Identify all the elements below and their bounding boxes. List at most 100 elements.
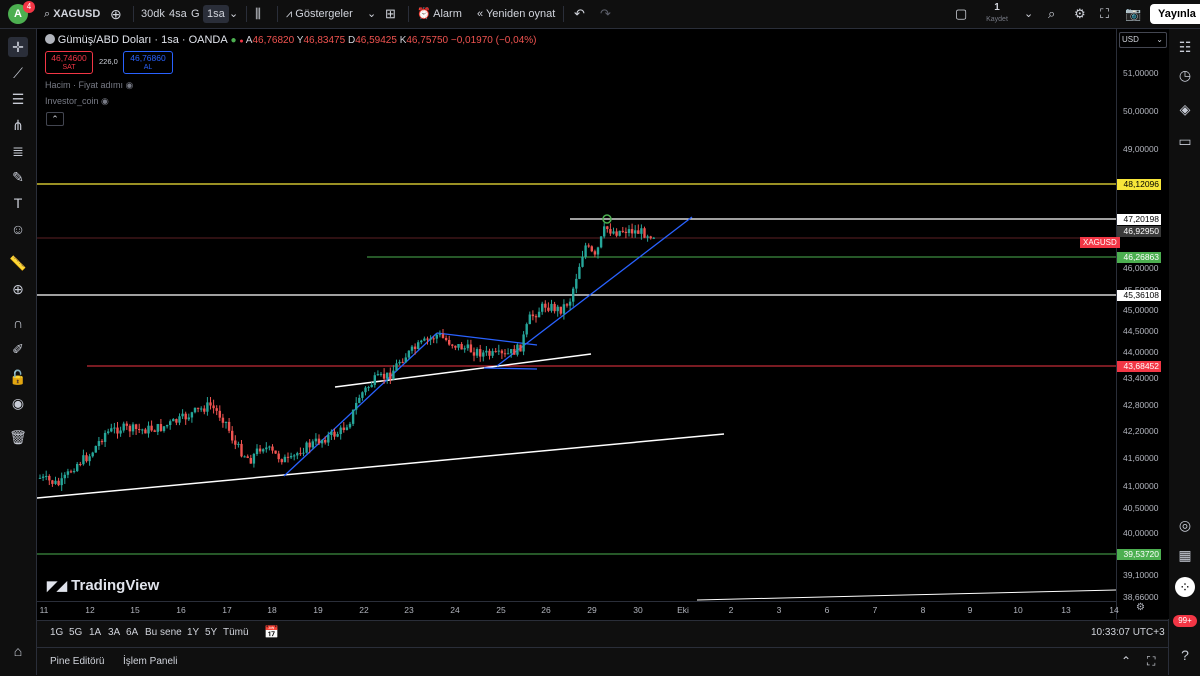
- price-tick-label: 38,66000: [1123, 592, 1159, 602]
- collapse-legend-button[interactable]: ⌃: [46, 112, 64, 126]
- replay-button[interactable]: « Yeniden oynat: [477, 5, 555, 23]
- emoji-icon[interactable]: ☺: [10, 221, 26, 237]
- redo-button[interactable]: ↷: [600, 5, 611, 23]
- indicators-button[interactable]: ⩘ Göstergeler: [286, 5, 353, 23]
- layers-icon[interactable]: ◈: [1179, 101, 1191, 117]
- price-tick-label: 43,40000: [1123, 373, 1159, 383]
- undo-button[interactable]: ↶: [574, 5, 585, 23]
- clock-display[interactable]: 10:33:07 UTC+3: [1091, 627, 1165, 638]
- interval-dropdown[interactable]: ⌄: [229, 5, 238, 23]
- candle-body: [206, 402, 209, 412]
- apps-icon[interactable]: ⁘: [1175, 577, 1195, 597]
- tab-trading-panel[interactable]: İşlem Paneli: [123, 656, 178, 667]
- candle-body: [271, 446, 274, 451]
- pitchfork-icon[interactable]: ⋔: [12, 117, 24, 133]
- fullscreen-button[interactable]: ⛶: [1100, 5, 1109, 23]
- candle-body: [565, 304, 569, 306]
- price-tick-label: 44,00000: [1123, 347, 1159, 357]
- maximize-panel-icon[interactable]: ⛶: [1147, 654, 1156, 668]
- ruler-icon[interactable]: 📏: [9, 255, 27, 271]
- high-marker: [602, 214, 612, 224]
- candle-body: [258, 448, 262, 452]
- investor-indicator[interactable]: Investor_coin ◉: [45, 96, 109, 107]
- home-icon[interactable]: ⌂: [13, 643, 23, 659]
- range-button[interactable]: 1Y: [187, 627, 200, 638]
- chart-type-button[interactable]: ⫼: [255, 5, 261, 23]
- time-axis[interactable]: 11 12 15 16 17 18 19 22 23 24 25 26 29 30 Eki 2 3 6 7 8 9 10 1…: [37, 601, 1119, 620]
- snapshot-button[interactable]: 📷: [1125, 5, 1141, 23]
- compare-symbol-button[interactable]: ⊕: [110, 5, 122, 23]
- fib-retracement-icon[interactable]: ≣: [12, 143, 24, 159]
- candle-body: [147, 425, 150, 434]
- calendar-icon[interactable]: ▦: [1178, 547, 1192, 563]
- calendar-range-icon[interactable]: 📅: [264, 625, 279, 639]
- layouts-button[interactable]: ⊞: [385, 5, 396, 23]
- watchlist-icon[interactable]: ☷: [1178, 39, 1192, 55]
- range-button[interactable]: Bu sene: [145, 627, 182, 638]
- range-button[interactable]: 1G: [50, 627, 64, 638]
- range-button[interactable]: 5G: [69, 627, 83, 638]
- chart-canvas[interactable]: [37, 29, 1116, 601]
- publish-button[interactable]: Yayınla: [1150, 4, 1200, 24]
- currency-selector[interactable]: USD ⌄: [1119, 32, 1167, 48]
- candle-body: [578, 266, 581, 279]
- candle-body: [122, 423, 125, 431]
- eye-icon[interactable]: ◉: [125, 80, 134, 90]
- brush-icon[interactable]: ✎: [12, 169, 24, 185]
- range-button[interactable]: 1A: [89, 627, 102, 638]
- buy-button[interactable]: 46,76860 AL: [123, 51, 173, 74]
- interval-30m[interactable]: 30dk: [141, 8, 165, 20]
- tab-pine-editor[interactable]: Pine Editörü: [50, 656, 105, 667]
- indicators-dropdown[interactable]: ⌄: [367, 5, 376, 23]
- candle-body: [302, 452, 305, 454]
- trash-icon[interactable]: 🗑: [9, 429, 27, 445]
- crosshair-icon[interactable]: ✛: [8, 37, 28, 57]
- help-icon[interactable]: ?: [1181, 647, 1189, 663]
- price-tick-label: 49,00000: [1123, 144, 1159, 154]
- magnet-icon[interactable]: ∩: [12, 315, 24, 331]
- eye-icon[interactable]: ◉: [101, 96, 109, 106]
- symbol-search[interactable]: ⌕ XAGUSD: [44, 5, 100, 23]
- interval-4h[interactable]: 4sa: [169, 8, 187, 20]
- candle-body: [460, 344, 463, 350]
- chevron-up-icon[interactable]: ⌃: [1121, 654, 1132, 668]
- horizontal-lines-icon[interactable]: ☰: [11, 91, 25, 107]
- price-axis[interactable]: USD ⌄ 51,00000 50,00000 49,00000 46,00000 45…: [1116, 29, 1169, 619]
- interval-1h[interactable]: 1sa: [203, 5, 229, 23]
- sell-button[interactable]: 46,74600 SAT: [45, 51, 93, 74]
- range-button[interactable]: Tümü: [223, 627, 249, 638]
- candle-body: [401, 361, 404, 363]
- chart-pane[interactable]: Gümüş/ABD Doları · 1sa · OANDA ● ● A46,7…: [37, 29, 1116, 601]
- indicators-icon: ⩘: [286, 8, 293, 20]
- chat-icon[interactable]: ▭: [1178, 133, 1192, 149]
- trend-line-icon[interactable]: ⟋: [13, 65, 23, 81]
- volume-indicator[interactable]: Hacim · Fiyat adımı ◉: [45, 80, 133, 91]
- eye-icon[interactable]: ◉: [11, 395, 25, 411]
- candle-body: [327, 435, 330, 443]
- fullscreen-layout-button[interactable]: ▢: [955, 5, 967, 23]
- candle-body: [48, 475, 51, 481]
- axis-settings-icon[interactable]: ⚙: [1136, 602, 1145, 613]
- range-button[interactable]: 5Y: [205, 627, 218, 638]
- lock-icon[interactable]: 🔓: [9, 369, 27, 385]
- price-tick-label: 40,50000: [1123, 503, 1159, 513]
- quick-search-button[interactable]: ⌕: [1048, 5, 1055, 23]
- candle-body: [212, 405, 215, 409]
- alarm-button[interactable]: ⏰ Alarm: [417, 5, 462, 23]
- interval-1d[interactable]: G: [191, 8, 200, 20]
- range-button[interactable]: 6A: [126, 627, 139, 638]
- text-tool-icon[interactable]: T: [13, 195, 23, 211]
- candle-body: [472, 352, 476, 356]
- price-tick-label: 41,60000: [1123, 453, 1159, 463]
- zoom-in-icon[interactable]: ⊕: [12, 281, 24, 297]
- save-dropdown[interactable]: ⌄: [1024, 5, 1033, 23]
- range-button[interactable]: 3A: [108, 627, 121, 638]
- settings-button[interactable]: ⚙: [1074, 5, 1086, 23]
- price-tick-label: 39,10000: [1123, 570, 1159, 580]
- lock-pencil-icon[interactable]: ✐: [12, 341, 24, 357]
- save-layout-button[interactable]: 1 Kaydet: [985, 3, 1009, 24]
- target-icon[interactable]: ◎: [1178, 517, 1192, 533]
- candle-body: [568, 301, 572, 306]
- alerts-clock-icon[interactable]: ◷: [1178, 67, 1192, 83]
- candle-body: [404, 357, 407, 363]
